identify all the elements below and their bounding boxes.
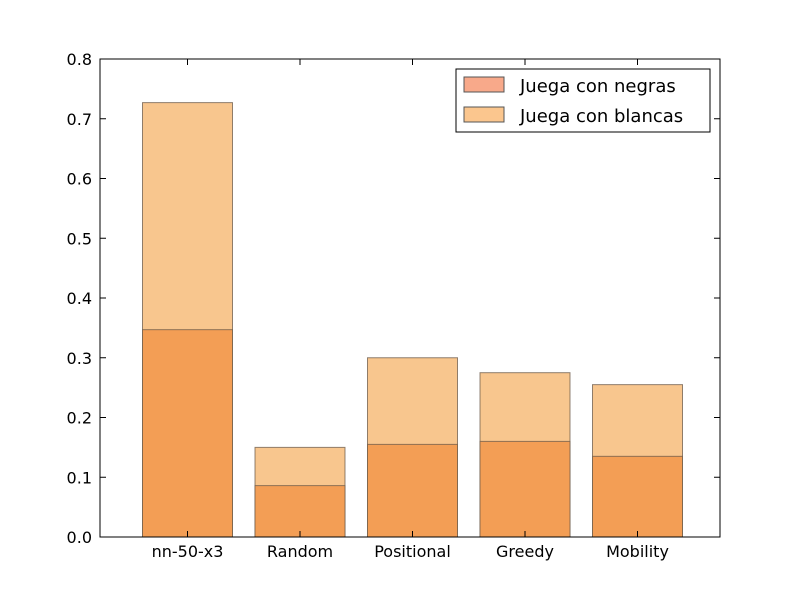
y-tick-label: 0.1 [67,468,92,487]
legend: Juega con negras Juega con blancas [455,68,711,133]
x-tick-label: nn-50-x3 [152,542,224,561]
y-tick-label: 0.5 [67,229,92,248]
x-tick-label: Positional [374,542,451,561]
bar-black-Positional [367,443,458,538]
x-tick-label: Mobility [606,542,669,561]
legend-swatch-white [463,106,505,123]
x-tick-label: Random [267,542,333,561]
y-tick-label: 0.8 [67,50,92,69]
bars-layer [142,102,683,538]
y-tick-label: 0.7 [67,110,92,129]
bar-black-Greedy [479,440,571,538]
legend-label-black: Juega con negras [519,76,676,97]
y-tick-label: 0.4 [67,289,92,308]
legend-label-white: Juega con blancas [519,106,683,127]
y-tick-label: 0.2 [67,409,92,428]
legend-swatch-black [463,76,505,93]
y-axis: 0.0 0.1 0.2 0.3 0.4 0.5 0.6 0.7 0.8 [67,50,720,547]
x-tick-label: Greedy [496,542,554,561]
y-tick-label: 0.0 [67,528,92,547]
bar-black-Random [254,485,346,538]
y-tick-label: 0.3 [67,349,92,368]
y-tick-label: 0.6 [67,170,92,189]
x-axis: nn-50-x3 Random Positional Greedy Mobility [152,59,669,561]
bar-black-Mobility [592,455,683,538]
bar-black-nn-50-x3 [142,329,233,538]
